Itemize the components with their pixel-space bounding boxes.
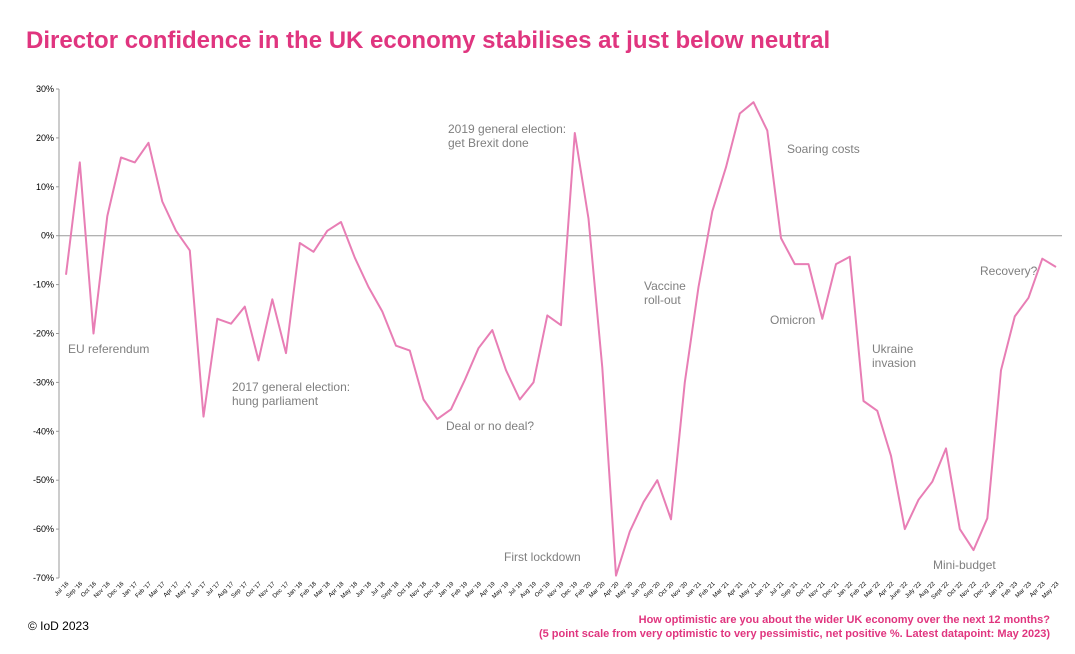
annotation: get Brexit done — [448, 136, 529, 150]
annotation: Mini-budget — [933, 558, 996, 572]
chart-title: Director confidence in the UK economy st… — [26, 27, 830, 54]
annotation: Deal or no deal? — [446, 419, 534, 433]
note: How optimistic are you about the wider U… — [639, 614, 1051, 626]
y-tick-label: 10% — [36, 182, 54, 192]
note: (5 point scale from very optimistic to v… — [539, 628, 1050, 640]
annotation: First lockdown — [504, 550, 581, 564]
y-tick-label: -20% — [33, 329, 54, 339]
x-tick-label: Jun '18 — [355, 581, 373, 599]
annotation: 2017 general election: — [232, 380, 350, 394]
y-tick-label: -30% — [33, 377, 54, 387]
annotation: Recovery? — [980, 264, 1038, 278]
annotation: hung parliament — [232, 394, 319, 408]
source: © IoD 2023 — [28, 619, 89, 633]
x-tick-label: Jun '17 — [190, 581, 208, 599]
y-tick-label: 20% — [36, 133, 54, 143]
annotation: Ukraine — [872, 342, 914, 356]
y-tick-label: 0% — [41, 231, 54, 241]
line — [65, 101, 1057, 577]
annotation: Omicron — [770, 313, 815, 327]
x-tick-label: Jun '21 — [754, 581, 772, 599]
annotation: invasion — [872, 356, 916, 370]
y-tick-label: -40% — [33, 426, 54, 436]
annotation: 2019 general election: — [448, 122, 566, 136]
y-tick-label: -60% — [33, 524, 54, 534]
y-tick-label: -10% — [33, 280, 54, 290]
annotation: roll-out — [644, 293, 681, 307]
annotation: Soaring costs — [787, 142, 860, 156]
y-tick-label: -70% — [33, 573, 54, 583]
annotation: EU referendum — [68, 342, 149, 356]
annotation: Vaccine — [644, 279, 686, 293]
y-tick-label: -50% — [33, 475, 54, 485]
y-tick-label: 30% — [36, 84, 54, 94]
